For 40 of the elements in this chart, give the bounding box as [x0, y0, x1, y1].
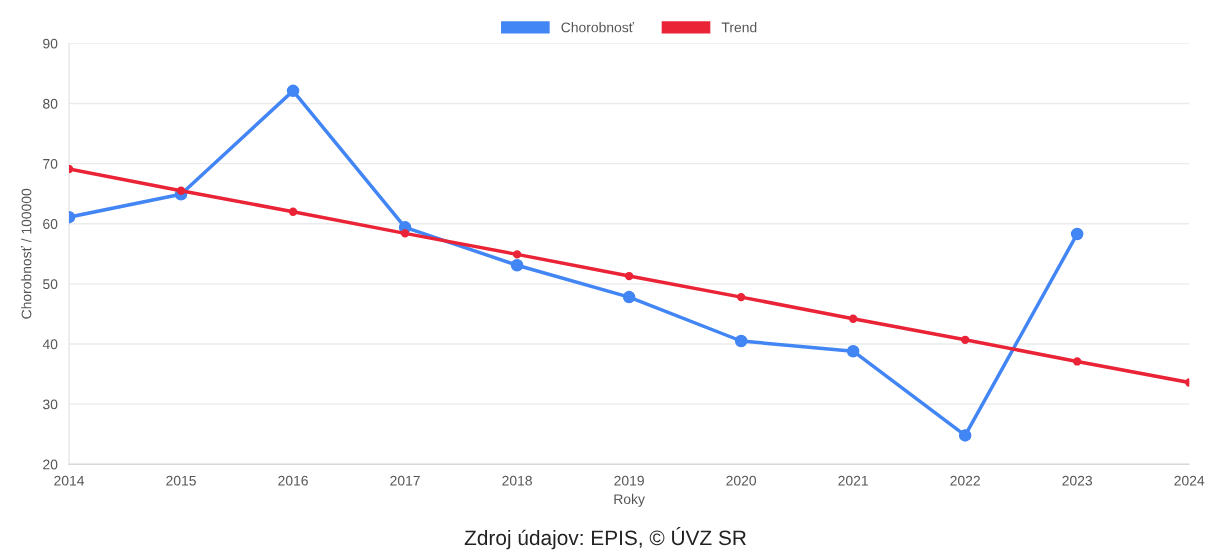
point: [848, 314, 858, 323]
text: Zdroj údajov: EPIS, © ÚVZ SR: [464, 526, 746, 550]
y-tick-label: 40: [42, 339, 58, 350]
point: [1070, 227, 1084, 241]
x-tick-label: 2021: [838, 475, 868, 486]
point: [512, 250, 522, 259]
x-tick-label: 2022: [950, 475, 980, 486]
legend-label: Chorobnosť: [561, 22, 635, 33]
x-tick-label: 2017: [390, 475, 420, 486]
x-tick-label: 2014: [54, 475, 85, 486]
point: [624, 271, 634, 281]
point: [286, 84, 300, 98]
point: [846, 344, 860, 358]
point: [510, 258, 524, 272]
x-tick-label: 2023: [1062, 475, 1093, 486]
y-tick-label: 60: [43, 219, 58, 229]
y-tick-label: 70: [43, 158, 58, 169]
x-tick-label: 2020: [726, 475, 757, 486]
point: [176, 186, 186, 195]
point: [1073, 357, 1082, 366]
y-tick-label: 30: [43, 399, 58, 410]
point: [288, 207, 298, 216]
legend-label: Trend: [721, 22, 757, 33]
point: [960, 335, 970, 344]
x-tick-label: 2024: [1174, 475, 1205, 486]
x-tick-label: 2015: [166, 475, 196, 486]
x-tick-label: 2016: [278, 475, 308, 486]
point: [736, 292, 746, 302]
y-tick-label: 80: [43, 98, 58, 109]
y-tick-label: 50: [43, 279, 58, 290]
point: [958, 429, 972, 442]
y-tick-label: 20: [43, 459, 58, 470]
y-axis-title: Chorobnosť / 100000: [21, 188, 32, 319]
point: [400, 229, 410, 238]
point: [734, 334, 748, 348]
x-tick-label: 2018: [502, 475, 532, 486]
y-tick-label: 90: [43, 38, 58, 49]
x-axis-title: Roky: [614, 493, 645, 507]
point: [622, 290, 636, 304]
x-tick-label: 2019: [614, 475, 644, 486]
